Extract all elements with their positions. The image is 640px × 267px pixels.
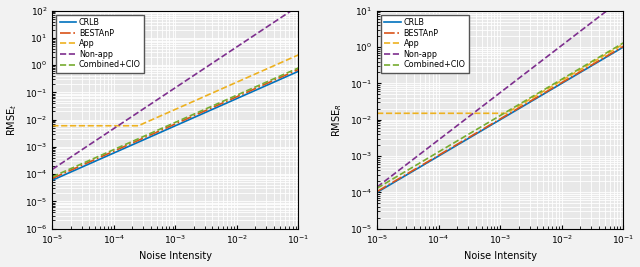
CRLB: [492, 121, 499, 124]
CRLB: [289, 72, 296, 76]
App: [373, 112, 381, 115]
Line: CRLB: CRLB: [52, 71, 298, 180]
App: [195, 97, 203, 101]
Non-app: [492, 95, 499, 98]
App: [575, 69, 583, 72]
X-axis label: Noise Intensity: Noise Intensity: [464, 252, 537, 261]
Y-axis label: RMSE$_t$: RMSE$_t$: [6, 103, 19, 136]
CRLB: [182, 120, 189, 123]
Non-app: [520, 73, 527, 76]
CRLB: [49, 179, 56, 182]
BESTAnP: [289, 70, 296, 74]
BESTAnP: [195, 112, 203, 115]
Line: App: App: [52, 55, 298, 126]
Line: Non-app: Non-app: [377, 0, 623, 187]
Non-app: [506, 83, 514, 87]
Non-app: [182, 79, 189, 83]
Combined+CIO: [167, 123, 175, 126]
Combined+CIO: [49, 175, 56, 178]
Combined+CIO: [373, 187, 381, 190]
BESTAnP: [490, 121, 498, 124]
Non-app: [165, 90, 173, 93]
App: [614, 46, 621, 49]
Non-app: [167, 89, 175, 92]
Combined+CIO: [182, 116, 189, 119]
BESTAnP: [575, 71, 583, 74]
Combined+CIO: [620, 41, 627, 45]
BESTAnP: [165, 125, 173, 128]
App: [620, 43, 627, 46]
Non-app: [373, 185, 381, 189]
BESTAnP: [49, 177, 56, 180]
CRLB: [614, 49, 621, 52]
App: [289, 56, 296, 59]
App: [182, 103, 189, 107]
BESTAnP: [520, 104, 527, 107]
App: [492, 112, 499, 115]
Line: Non-app: Non-app: [52, 6, 298, 169]
BESTAnP: [294, 68, 302, 71]
App: [294, 53, 302, 57]
Line: BESTAnP: BESTAnP: [377, 46, 623, 191]
Non-app: [49, 168, 56, 171]
Non-app: [614, 1, 621, 4]
Non-app: [250, 34, 258, 37]
Combined+CIO: [250, 86, 258, 89]
App: [520, 101, 527, 105]
CRLB: [165, 127, 173, 130]
X-axis label: Noise Intensity: Noise Intensity: [139, 252, 212, 261]
Line: Combined+CIO: Combined+CIO: [52, 68, 298, 177]
BESTAnP: [620, 45, 627, 48]
Combined+CIO: [614, 45, 621, 48]
App: [167, 110, 175, 113]
CRLB: [195, 114, 203, 117]
CRLB: [506, 112, 514, 115]
App: [49, 124, 56, 127]
BESTAnP: [182, 118, 189, 121]
Non-app: [294, 4, 302, 7]
Non-app: [195, 70, 203, 74]
CRLB: [490, 122, 498, 125]
Combined+CIO: [289, 69, 296, 72]
Line: App: App: [377, 44, 623, 113]
Combined+CIO: [490, 117, 498, 121]
CRLB: [250, 89, 258, 92]
Y-axis label: RMSE$_R$: RMSE$_R$: [330, 103, 344, 136]
Line: CRLB: CRLB: [377, 47, 623, 192]
App: [506, 109, 514, 112]
App: [165, 111, 173, 114]
BESTAnP: [373, 190, 381, 193]
Combined+CIO: [506, 108, 514, 111]
BESTAnP: [492, 120, 499, 123]
BESTAnP: [250, 88, 258, 91]
CRLB: [620, 45, 627, 49]
CRLB: [167, 126, 175, 129]
App: [250, 73, 258, 76]
CRLB: [575, 72, 583, 75]
Combined+CIO: [520, 100, 527, 103]
Legend: CRLB, BESTAnP, App, Non-app, Combined+CIO: CRLB, BESTAnP, App, Non-app, Combined+CI…: [381, 15, 469, 73]
Non-app: [289, 8, 296, 11]
Combined+CIO: [195, 110, 203, 113]
Non-app: [490, 96, 498, 99]
App: [490, 112, 498, 115]
CRLB: [520, 104, 527, 107]
Combined+CIO: [492, 117, 499, 120]
Combined+CIO: [294, 66, 302, 69]
Legend: CRLB, BESTAnP, App, Non-app, Combined+CIO: CRLB, BESTAnP, App, Non-app, Combined+CI…: [56, 15, 144, 73]
Line: BESTAnP: BESTAnP: [52, 69, 298, 178]
BESTAnP: [167, 124, 175, 128]
Line: Combined+CIO: Combined+CIO: [377, 43, 623, 188]
BESTAnP: [506, 111, 514, 115]
CRLB: [294, 70, 302, 73]
BESTAnP: [614, 48, 621, 51]
Non-app: [575, 31, 583, 34]
Combined+CIO: [575, 68, 583, 71]
CRLB: [373, 191, 381, 194]
Combined+CIO: [165, 123, 173, 127]
